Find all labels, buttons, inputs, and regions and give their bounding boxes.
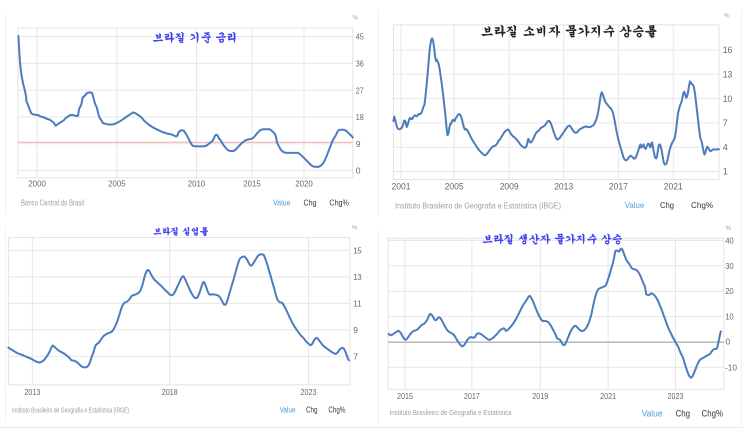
svg-text:Chg: Chg bbox=[660, 200, 674, 210]
svg-text:13: 13 bbox=[723, 70, 733, 80]
svg-text:10: 10 bbox=[725, 312, 734, 322]
svg-text:Value: Value bbox=[642, 409, 663, 419]
svg-text:2005: 2005 bbox=[445, 182, 464, 192]
svg-text:2000: 2000 bbox=[28, 178, 46, 188]
svg-text:4: 4 bbox=[723, 142, 728, 152]
svg-text:Value: Value bbox=[280, 405, 296, 414]
svg-text:7: 7 bbox=[353, 351, 358, 361]
svg-text:Chg%: Chg% bbox=[329, 198, 349, 208]
svg-text:0: 0 bbox=[726, 337, 731, 347]
svg-text:36: 36 bbox=[356, 58, 364, 68]
svg-text:Chg%: Chg% bbox=[691, 200, 713, 210]
svg-text:2009: 2009 bbox=[500, 182, 519, 192]
svg-text:2013: 2013 bbox=[24, 388, 40, 397]
svg-text:2020: 2020 bbox=[295, 178, 313, 188]
svg-text:2005: 2005 bbox=[108, 178, 126, 188]
svg-text:2023: 2023 bbox=[668, 392, 684, 401]
svg-text:11: 11 bbox=[353, 298, 362, 308]
svg-text:-10: -10 bbox=[725, 362, 737, 372]
svg-text:Banco Central do Brasil: Banco Central do Brasil bbox=[21, 198, 84, 207]
svg-text:20: 20 bbox=[725, 286, 734, 296]
svg-text:30: 30 bbox=[725, 261, 734, 271]
svg-text:16: 16 bbox=[723, 45, 733, 55]
svg-text:27: 27 bbox=[356, 85, 364, 95]
svg-text:Value: Value bbox=[273, 198, 291, 208]
svg-text:%: % bbox=[352, 224, 358, 231]
svg-text:1: 1 bbox=[723, 167, 728, 177]
svg-text:2018: 2018 bbox=[162, 388, 178, 397]
svg-text:10: 10 bbox=[723, 94, 733, 104]
svg-text:Chg: Chg bbox=[306, 405, 318, 414]
svg-text:2021: 2021 bbox=[600, 392, 616, 401]
svg-text:9: 9 bbox=[353, 325, 358, 335]
svg-text:7: 7 bbox=[723, 118, 728, 128]
svg-text:Value: Value bbox=[625, 200, 645, 210]
svg-text:2010: 2010 bbox=[188, 178, 206, 188]
svg-text:%: % bbox=[726, 225, 732, 232]
svg-text:2019: 2019 bbox=[532, 392, 548, 401]
svg-text:%: % bbox=[353, 15, 359, 22]
svg-text:2021: 2021 bbox=[664, 182, 683, 192]
svg-text:15: 15 bbox=[353, 245, 362, 255]
svg-text:2015: 2015 bbox=[397, 392, 413, 401]
svg-text:Chg%: Chg% bbox=[328, 405, 345, 414]
svg-text:45: 45 bbox=[356, 32, 364, 42]
svg-text:Chg: Chg bbox=[304, 198, 317, 208]
svg-text:2017: 2017 bbox=[609, 182, 628, 192]
svg-text:2023: 2023 bbox=[301, 388, 317, 397]
svg-text:Instituto Brasileiro de Geogra: Instituto Brasileiro de Geografia e Esta… bbox=[395, 201, 561, 211]
svg-text:13: 13 bbox=[353, 272, 362, 282]
svg-text:18: 18 bbox=[356, 112, 364, 122]
svg-text:Instituto Brasileiro de Geogra: Instituto Brasileiro de Geografia e Esta… bbox=[390, 408, 513, 417]
svg-text:%: % bbox=[724, 13, 730, 20]
svg-text:40: 40 bbox=[725, 235, 734, 245]
svg-text:2017: 2017 bbox=[464, 392, 480, 401]
svg-text:9: 9 bbox=[356, 139, 361, 149]
svg-text:2001: 2001 bbox=[392, 182, 411, 192]
svg-text:Instituto Brasileiro de Geogra: Instituto Brasileiro de Geografia e Esta… bbox=[12, 407, 129, 414]
svg-text:Chg%: Chg% bbox=[702, 409, 724, 419]
svg-text:2015: 2015 bbox=[243, 178, 261, 188]
svg-text:2013: 2013 bbox=[554, 182, 573, 192]
svg-text:0: 0 bbox=[356, 166, 361, 176]
svg-text:Chg: Chg bbox=[676, 409, 691, 419]
